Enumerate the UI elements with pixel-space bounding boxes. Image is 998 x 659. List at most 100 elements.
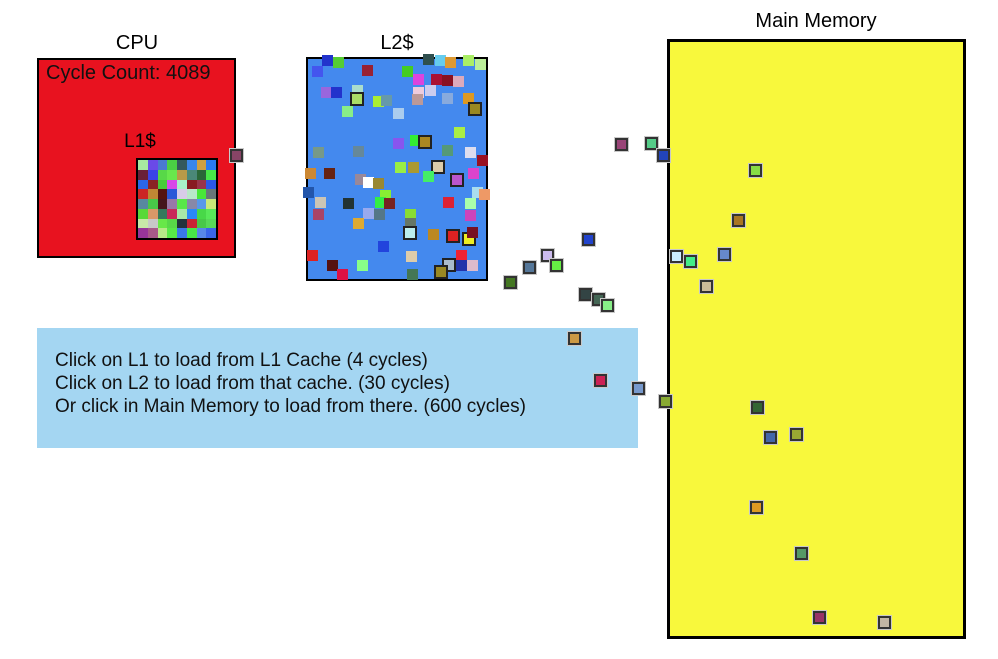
l1-cache-cell bbox=[177, 199, 187, 209]
data-block bbox=[811, 609, 827, 625]
data-block bbox=[539, 247, 555, 263]
l2-data-block bbox=[392, 107, 404, 119]
l2-data-block bbox=[464, 197, 476, 209]
l2-data-block bbox=[374, 196, 386, 208]
l1-cache-cell bbox=[186, 208, 197, 219]
l1-cache-cell bbox=[147, 218, 158, 229]
l1-cache-cell bbox=[196, 218, 207, 229]
l1-cache-cell bbox=[206, 179, 216, 190]
data-block bbox=[599, 297, 615, 313]
instruction-line-2: Click on L2 to load from that cache. (30… bbox=[55, 373, 450, 394]
l2-data-block bbox=[464, 146, 476, 158]
l2-data-block bbox=[354, 173, 366, 185]
l1-cache-cell bbox=[196, 228, 207, 238]
l2-data-block bbox=[321, 54, 333, 66]
l2-data-block bbox=[422, 53, 434, 65]
data-block bbox=[749, 399, 765, 415]
l2-data-block bbox=[326, 259, 338, 271]
l1-cache-cell bbox=[177, 208, 187, 219]
l2-data-block bbox=[462, 54, 474, 66]
l2-data-block bbox=[352, 145, 364, 157]
data-block bbox=[630, 380, 646, 396]
l2-data-block bbox=[336, 268, 348, 280]
l1-cache-cell bbox=[138, 169, 148, 180]
l2-data-block bbox=[373, 208, 385, 220]
l2-data-block bbox=[407, 161, 419, 173]
l1-cache-cell bbox=[147, 189, 158, 199]
l2-data-block bbox=[372, 95, 384, 107]
l2-data-block bbox=[411, 93, 423, 105]
l2-data-block bbox=[356, 259, 368, 271]
data-block bbox=[788, 426, 804, 442]
l2-data-block bbox=[320, 86, 332, 98]
l2-data-block bbox=[409, 134, 421, 146]
l1-cache-cell bbox=[157, 179, 168, 190]
l1-cache-cell bbox=[196, 169, 207, 180]
l2-title: L2$ bbox=[380, 32, 414, 54]
data-block bbox=[592, 372, 608, 388]
l2-data-block bbox=[442, 196, 454, 208]
l2-data-block bbox=[450, 173, 464, 187]
l2-data-block bbox=[311, 65, 323, 77]
data-block bbox=[748, 499, 764, 515]
l1-cache-box[interactable] bbox=[136, 158, 218, 240]
data-block bbox=[548, 257, 564, 273]
l1-cache-cell bbox=[147, 208, 158, 219]
l1-cache-cell bbox=[157, 228, 168, 238]
data-block bbox=[655, 147, 671, 163]
data-block bbox=[876, 614, 892, 630]
l2-data-block bbox=[441, 144, 453, 156]
l2-data-block bbox=[431, 160, 445, 174]
l2-data-block bbox=[383, 197, 395, 209]
l2-data-block bbox=[422, 170, 434, 182]
l2-data-block bbox=[379, 189, 391, 201]
l1-cache-cell bbox=[147, 228, 158, 238]
data-block bbox=[668, 248, 684, 264]
l2-data-block bbox=[444, 56, 456, 68]
l2-data-block bbox=[441, 74, 453, 86]
l1-cache-cell bbox=[157, 189, 168, 199]
l1-cache-cell bbox=[196, 189, 207, 199]
data-block bbox=[643, 135, 659, 151]
l1-cache-cell bbox=[138, 199, 148, 209]
l1-cache-cell bbox=[196, 160, 207, 170]
l1-cache-cell bbox=[186, 218, 197, 229]
l1-cache-cell bbox=[167, 208, 177, 219]
l2-data-block bbox=[302, 186, 314, 198]
cpu-title: CPU bbox=[115, 32, 159, 54]
l1-cache-cell bbox=[206, 160, 216, 170]
l2-data-block bbox=[401, 65, 413, 77]
l2-data-block bbox=[462, 92, 474, 104]
data-block bbox=[566, 330, 582, 346]
l2-data-block bbox=[446, 229, 460, 243]
data-block bbox=[747, 162, 763, 178]
l1-cache-cell bbox=[196, 208, 207, 219]
l2-data-block bbox=[404, 217, 416, 229]
l1-cache-cell bbox=[177, 160, 187, 170]
l1-cache-cell bbox=[186, 199, 197, 209]
l1-cache-cell bbox=[167, 218, 177, 229]
l2-data-block bbox=[466, 259, 478, 271]
l2-data-block bbox=[380, 94, 392, 106]
l2-data-block bbox=[427, 228, 439, 240]
l1-cache-cell bbox=[157, 199, 168, 209]
l2-data-block bbox=[453, 126, 465, 138]
data-block bbox=[762, 429, 778, 445]
l2-data-block bbox=[332, 56, 344, 68]
l2-data-block bbox=[412, 86, 424, 98]
l2-data-block bbox=[394, 161, 406, 173]
l2-data-block bbox=[323, 167, 335, 179]
l1-cache-cell bbox=[167, 160, 177, 170]
l2-data-block bbox=[424, 84, 436, 96]
l1-cache-cell bbox=[177, 228, 187, 238]
main-memory-box[interactable] bbox=[667, 39, 966, 639]
l1-cache-cell bbox=[177, 189, 187, 199]
l2-data-block bbox=[306, 249, 318, 261]
l1-cache-cell bbox=[138, 208, 148, 219]
l2-data-block bbox=[312, 146, 324, 158]
l2-data-block bbox=[403, 226, 417, 240]
data-block bbox=[657, 393, 673, 409]
l1-cache-cell bbox=[177, 218, 187, 229]
instruction-panel: Click on L1 to load from L1 Cache (4 cyc… bbox=[37, 328, 638, 448]
data-block bbox=[502, 274, 518, 290]
